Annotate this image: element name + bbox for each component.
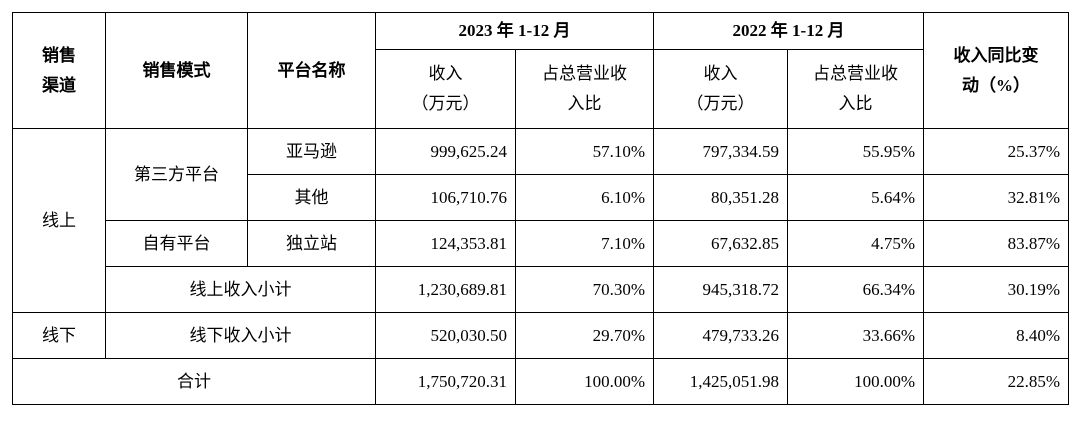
table-cell: 100.00%	[515, 358, 654, 405]
table-cell: 55.95%	[787, 128, 924, 175]
table-cell: 4.75%	[787, 220, 924, 267]
table-cell: 520,030.50	[375, 312, 516, 359]
cell-text-line: 收入同比变	[953, 45, 1039, 65]
table-cell: 70.30%	[515, 266, 654, 313]
table-cell: 797,334.59	[653, 128, 788, 175]
table-cell: 2022 年 1-12 月	[653, 12, 924, 50]
table-cell: 57.10%	[515, 128, 654, 175]
table-cell: 22.85%	[923, 358, 1069, 405]
table-cell: 线下	[12, 312, 106, 359]
table-cell: 占总营业收 入比	[787, 49, 924, 129]
cell-text-line: 渠道	[42, 75, 76, 95]
table-cell: 999,625.24	[375, 128, 516, 175]
table-cell: 29.70%	[515, 312, 654, 359]
table-cell: 线下收入小计	[105, 312, 376, 359]
cell-text-line: 动（%）	[962, 75, 1030, 95]
table-cell: 销售模式	[105, 12, 248, 129]
table-cell: 其他	[247, 174, 376, 221]
table-cell: 独立站	[247, 220, 376, 267]
table-cell: 占总营业收 入比	[515, 49, 654, 129]
table-cell: 5.64%	[787, 174, 924, 221]
revenue-table: 销售渠道 销售模式 平台名称 2023 年 1-12 月 2022 年 1-12…	[12, 12, 1069, 405]
table-cell: 收入 （万元）	[375, 49, 516, 129]
table-cell: 收入 （万元）	[653, 49, 788, 129]
cell-text-line: 入比	[838, 94, 873, 113]
table-cell: 2023 年 1-12 月	[375, 12, 654, 50]
table-cell: 第三方平台	[105, 128, 248, 221]
table-cell: 106,710.76	[375, 174, 516, 221]
table-cell: 收入同比变动（%）	[923, 12, 1069, 129]
table-cell: 33.66%	[787, 312, 924, 359]
table-cell: 1,750,720.31	[375, 358, 516, 405]
table-cell: 销售 渠道	[12, 12, 106, 129]
cell-text-line: 收入	[428, 64, 463, 83]
table-cell: 30.19%	[923, 266, 1069, 313]
table-cell: 66.34%	[787, 266, 924, 313]
cell-text-line: 销售	[42, 45, 76, 65]
table-cell: 线上收入小计	[105, 266, 376, 313]
table-cell: 100.00%	[787, 358, 924, 405]
table-cell: 7.10%	[515, 220, 654, 267]
cell-text-line: （万元）	[686, 94, 755, 113]
table-cell: 945,318.72	[653, 266, 788, 313]
table-cell: 67,632.85	[653, 220, 788, 267]
table-cell: 线上	[12, 128, 106, 313]
table-cell: 80,351.28	[653, 174, 788, 221]
table-cell: 479,733.26	[653, 312, 788, 359]
table-cell: 8.40%	[923, 312, 1069, 359]
table-cell: 平台名称	[247, 12, 376, 129]
table-cell: 32.81%	[923, 174, 1069, 221]
cell-text-line: 入比	[567, 94, 602, 113]
table-cell: 自有平台	[105, 220, 248, 267]
table-cell: 1,230,689.81	[375, 266, 516, 313]
cell-text-line: 占总营业收	[542, 64, 627, 83]
table-cell: 83.87%	[923, 220, 1069, 267]
cell-text-line: （万元）	[411, 94, 480, 113]
table-cell: 6.10%	[515, 174, 654, 221]
table-cell: 合计	[12, 358, 376, 405]
table-cell: 亚马逊	[247, 128, 376, 175]
table-cell: 124,353.81	[375, 220, 516, 267]
table-cell: 25.37%	[923, 128, 1069, 175]
cell-text-line: 占总营业收	[813, 64, 898, 83]
cell-text-line: 收入	[703, 64, 738, 83]
table-cell: 1,425,051.98	[653, 358, 788, 405]
